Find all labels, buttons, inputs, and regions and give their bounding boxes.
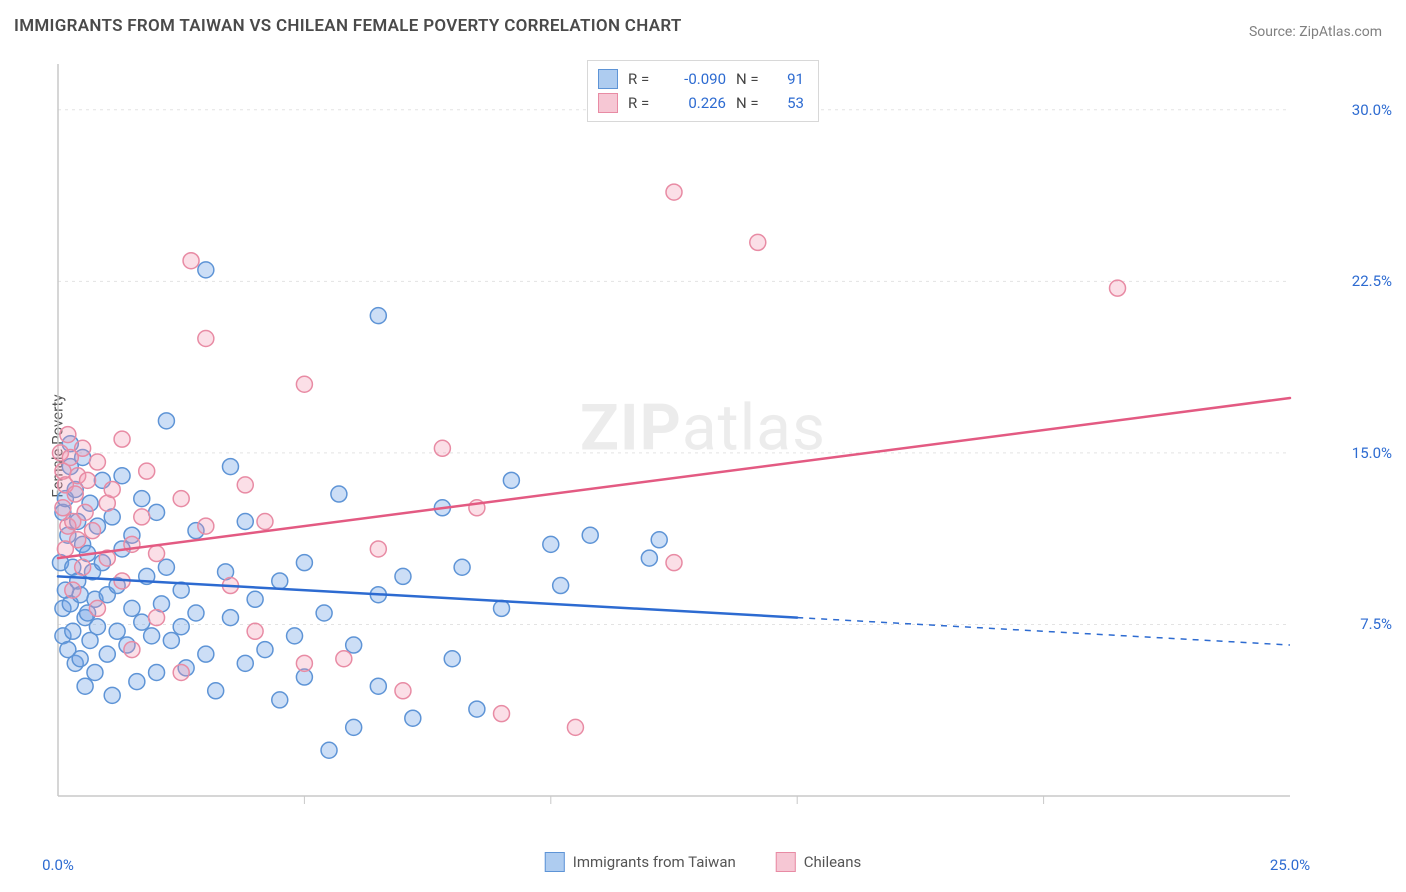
swatch-chileans-icon <box>776 852 796 872</box>
r-label: R = <box>628 67 656 91</box>
chart-source: Source: ZipAtlas.com <box>1249 24 1382 40</box>
correlation-legend: R = -0.090 N = 91 R = 0.226 N = 53 <box>587 60 819 122</box>
y-tick-label: 15.0% <box>1352 444 1392 462</box>
r-value-taiwan: -0.090 <box>666 67 726 91</box>
chart-title: IMMIGRANTS FROM TAIWAN VS CHILEAN FEMALE… <box>14 16 682 36</box>
series-legend: Immigrants from Taiwan Chileans <box>545 852 861 872</box>
series-legend-item-chileans: Chileans <box>776 852 861 872</box>
swatch-taiwan-icon <box>545 852 565 872</box>
x-tick-label: 0.0% <box>42 856 74 874</box>
y-tick-label: 22.5% <box>1352 272 1392 290</box>
series-legend-item-taiwan: Immigrants from Taiwan <box>545 852 736 872</box>
r-label: R = <box>628 91 656 115</box>
swatch-chileans-icon <box>598 93 618 113</box>
scatter-plot-svg <box>50 56 1350 836</box>
n-value-chileans: 53 <box>774 91 804 115</box>
n-label: N = <box>736 91 764 115</box>
r-value-chileans: 0.226 <box>666 91 726 115</box>
y-tick-label: 7.5% <box>1360 615 1392 633</box>
n-value-taiwan: 91 <box>774 67 804 91</box>
y-tick-label: 30.0% <box>1352 101 1392 119</box>
n-label: N = <box>736 67 764 91</box>
series-label-taiwan: Immigrants from Taiwan <box>573 853 736 871</box>
swatch-taiwan-icon <box>598 69 618 89</box>
x-tick-label: 25.0% <box>1270 856 1310 874</box>
correlation-legend-row-chileans: R = 0.226 N = 53 <box>598 91 804 115</box>
series-label-chileans: Chileans <box>804 853 861 871</box>
scatter-plot <box>50 56 1350 836</box>
correlation-legend-row-taiwan: R = -0.090 N = 91 <box>598 67 804 91</box>
